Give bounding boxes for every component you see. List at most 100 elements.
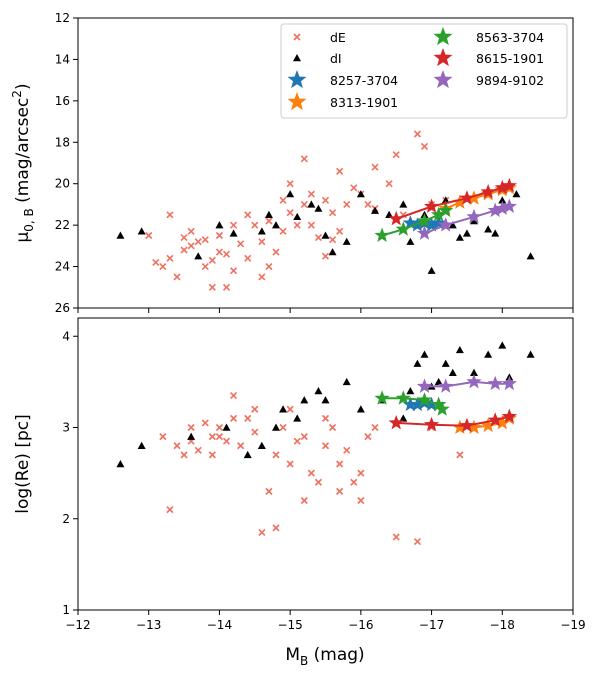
legend-marker-5 [433, 48, 453, 67]
bot-de-point-13-stroke-b [251, 428, 259, 436]
bot-de-point-37-stroke-b [251, 405, 259, 413]
bot-de-point-42-stroke-b [272, 524, 280, 532]
bot-de-point-19 [293, 437, 301, 445]
bot-de-point-45-stroke-b [357, 496, 365, 505]
bot-di-point-22 [470, 368, 478, 376]
top-ytick-label-3: 18 [55, 135, 70, 149]
top-de-point-6-stroke-b [180, 234, 188, 242]
top-y-axis-label-sup: 2 [10, 90, 24, 98]
top-de-point-47 [286, 209, 294, 217]
bot-de-point-31 [392, 533, 400, 541]
bot-de-point-26-stroke-b [343, 446, 351, 454]
top-ytick-label-4: 20 [55, 177, 70, 191]
top-de-point-39-stroke-b [187, 227, 195, 235]
bot-di-point-7 [279, 405, 288, 413]
top-di-point-5 [257, 227, 266, 235]
top-de-point-16-stroke-b [244, 254, 252, 262]
bot-de-point-43-stroke-b [300, 496, 308, 505]
top-de-point-30 [343, 200, 351, 208]
top-de-point-41-stroke-b [230, 221, 238, 229]
bot-de-point-2 [173, 442, 181, 450]
top-di-point-20 [455, 233, 464, 241]
bot-di-point-12 [356, 405, 365, 413]
top-de-point-58-stroke-b [392, 151, 400, 159]
bot-de-point-15 [265, 487, 273, 495]
top-de-point-28-stroke-b [329, 209, 337, 217]
top-de-point-13-stroke-b [222, 283, 231, 291]
bot-de-point-40-stroke-b [215, 433, 223, 441]
bot-track-3-star-1 [423, 416, 440, 432]
bot-de-point-5-stroke-b [194, 446, 202, 454]
top-de-point-23-stroke-b [293, 221, 301, 229]
bot-de-point-34 [456, 451, 464, 459]
top-de-point-4 [166, 211, 174, 219]
bot-de-point-14 [258, 528, 266, 537]
top-di-point-12 [342, 237, 351, 245]
bot-de-point-39 [321, 414, 330, 422]
top-de-point-43-stroke-b [300, 155, 308, 163]
top-track-4-star-1 [438, 217, 454, 232]
bot-de-point-3 [180, 451, 188, 459]
top-de-point-0 [145, 231, 153, 240]
top-di-point-25 [512, 190, 521, 198]
top-de-point-0-stroke-b [145, 231, 153, 240]
top-de-point-42 [265, 263, 273, 271]
bot-xtick-label-4: −16 [348, 618, 373, 632]
legend-marker-1 [293, 54, 301, 62]
top-de-point-24-stroke-b [300, 200, 308, 208]
top-de-point-16 [244, 254, 252, 262]
top-de-point-40 [208, 256, 216, 264]
bot-de-point-44-stroke-b [336, 487, 344, 495]
bot-di-point-19 [434, 377, 443, 386]
bot-de-point-42 [272, 524, 280, 532]
top-track-2-star-3 [431, 206, 447, 222]
legend-label-1: dI [330, 51, 342, 66]
bot-track-3-star-2 [459, 417, 475, 433]
top-track-0-star-4 [431, 215, 447, 230]
top-de-point-15-stroke-b [237, 240, 245, 248]
top-de-point-25 [307, 190, 315, 198]
top-track-2-star-0 [374, 227, 390, 242]
bot-de-point-18-stroke-b [286, 460, 294, 468]
bot-de-point-12 [244, 414, 252, 422]
bot-de-point-36-stroke-b [208, 451, 216, 459]
bot-track-1-star-2 [480, 417, 496, 433]
bot-de-point-29-stroke-b [364, 433, 372, 441]
top-de-point-12-stroke-b [215, 231, 223, 240]
top-de-point-33-stroke-b [385, 180, 393, 188]
top-de-point-53-stroke-b [350, 184, 358, 192]
bot-de-point-29 [364, 433, 372, 441]
bot-track-0-star-0 [402, 396, 418, 412]
top-de-point-21 [279, 227, 287, 235]
top-de-point-22 [286, 180, 294, 188]
bot-de-point-9 [222, 437, 231, 445]
top-de-point-56 [279, 196, 287, 204]
bot-di-point-11 [342, 377, 351, 386]
bot-di-point-9 [314, 387, 323, 395]
bot-de-point-17 [279, 423, 287, 432]
top-track-3-star-5 [501, 177, 517, 193]
top-de-point-4-stroke-b [166, 211, 174, 219]
top-di-point-30 [314, 204, 323, 212]
bot-di-point-6 [272, 423, 280, 431]
bot-track-4-star-1 [438, 378, 454, 393]
top-de-point-17 [251, 221, 259, 229]
bot-de-point-7-stroke-b [208, 433, 216, 441]
bot-track-1-star-3 [494, 414, 510, 430]
bot-di-point-20 [441, 359, 450, 367]
bot-xtick-label-7: −19 [560, 618, 585, 632]
bot-de-point-18 [286, 460, 294, 468]
x-axis-label-unit: (mag) [308, 645, 364, 665]
legend-marker-2 [287, 70, 307, 89]
legend: dE dI 8257-3704 8313-1901 8563-3704 8615-1901… [280, 23, 568, 119]
top-de-point-28 [329, 209, 337, 217]
bot-ytick-label-3: 4 [62, 329, 70, 343]
bot-de-point-10-stroke-b [230, 391, 238, 400]
top-track-3-star-0 [388, 210, 404, 226]
top-track-0-star-3 [423, 217, 440, 232]
top-de-point-45-stroke-b [371, 163, 379, 171]
top-track-3-star-2 [459, 190, 475, 205]
bot-de-point-21-stroke-b [307, 469, 315, 477]
legend-marker-0 [293, 33, 301, 41]
bot-de-point-24-stroke-b [329, 423, 337, 432]
